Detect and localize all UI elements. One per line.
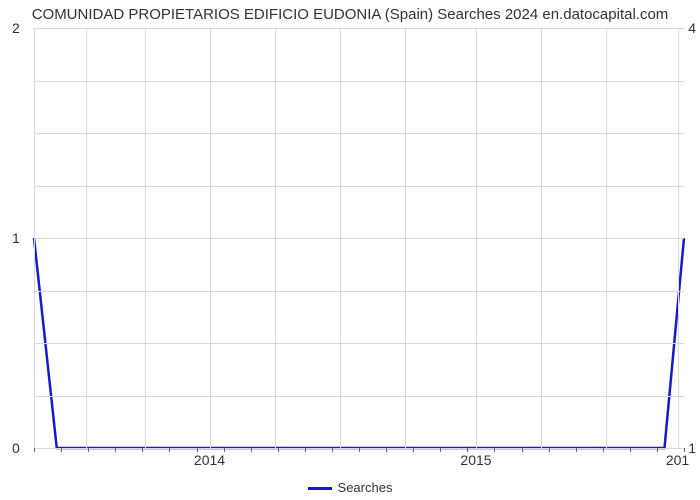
legend: Searches [0,480,700,495]
x-minor-tick [142,448,143,452]
grid-line-v [275,28,276,448]
x-minor-tick [494,448,495,452]
x-minor-tick [630,448,631,452]
chart-title: COMUNIDAD PROPIETARIOS EDIFICIO EUDONIA … [0,6,700,23]
x-tick-label: 201 [666,452,689,468]
x-minor-tick [549,448,550,452]
x-minor-tick [522,448,523,452]
x-minor-tick [467,448,468,452]
x-minor-tick [413,448,414,452]
grid-line-h [34,343,684,344]
grid-line-v [86,28,87,448]
x-tick-label: 2015 [460,452,491,468]
grid-line-h [34,291,684,292]
x-minor-tick [169,448,170,452]
grid-line-h [34,238,684,239]
grid-line-v [476,28,477,448]
chart-container: COMUNIDAD PROPIETARIOS EDIFICIO EUDONIA … [0,0,700,500]
grid-line-v [405,28,406,448]
x-minor-tick [61,448,62,452]
grid-line-h [34,81,684,82]
grid-line-v [606,28,607,448]
x-minor-tick [603,448,604,452]
legend-swatch [308,487,332,490]
grid-line-h [34,133,684,134]
x-minor-tick [197,448,198,452]
grid-line-v [34,28,35,448]
x-minor-tick [278,448,279,452]
x-minor-tick [440,448,441,452]
x-minor-tick [305,448,306,452]
x-tick-label: 2014 [194,452,225,468]
grid-line-v [210,28,211,448]
x-minor-tick [684,448,685,452]
y-left-tick-label: 2 [12,20,20,36]
grid-line-v [145,28,146,448]
y-right-tick-label: 4 [688,20,696,36]
x-minor-tick [657,448,658,452]
x-minor-tick [224,448,225,452]
y-right-tick-label: 1 [688,440,696,456]
x-minor-tick [359,448,360,452]
x-minor-tick [34,448,35,452]
plot-area [34,28,684,449]
grid-line-v [340,28,341,448]
x-minor-tick [115,448,116,452]
grid-line-v [541,28,542,448]
x-minor-tick [386,448,387,452]
grid-line-h [34,28,684,29]
y-left-tick-label: 1 [12,230,20,246]
y-left-tick-label: 0 [12,440,20,456]
legend-label: Searches [338,480,393,495]
x-minor-tick [251,448,252,452]
grid-line-h [34,396,684,397]
grid-line-v [678,28,679,448]
x-minor-tick [88,448,89,452]
x-minor-tick [576,448,577,452]
grid-line-h [34,186,684,187]
x-minor-tick [332,448,333,452]
